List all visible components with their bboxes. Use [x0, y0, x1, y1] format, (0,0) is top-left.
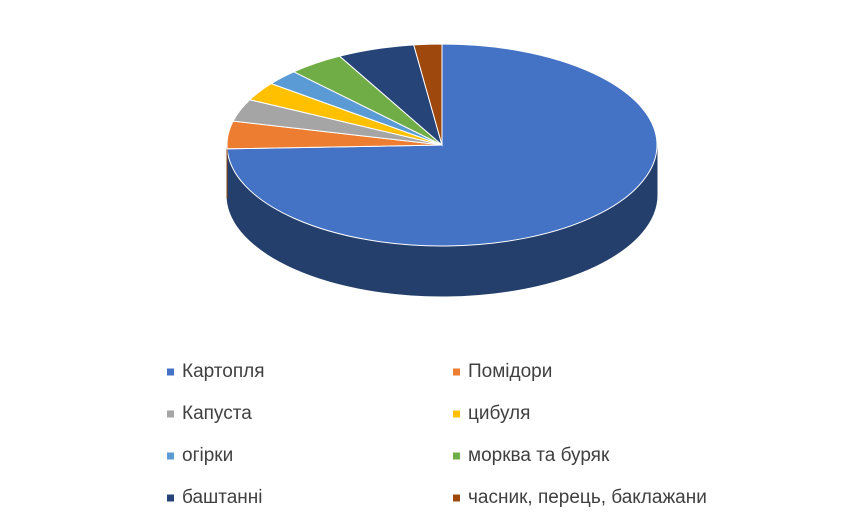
legend-label: Капуста [182, 403, 252, 424]
legend-marker [453, 452, 460, 460]
legend-label: цибуля [468, 403, 530, 424]
legend-marker [167, 368, 174, 376]
legend-marker [167, 494, 174, 502]
legend-marker [453, 368, 460, 376]
legend-label: Картопля [182, 361, 265, 382]
legend-marker [167, 452, 174, 460]
legend-label: Помідори [468, 361, 552, 382]
pie-slice [413, 43, 443, 146]
legend-label: баштанні [182, 487, 263, 508]
pie-top [413, 43, 443, 146]
legend-label: морква та буряк [468, 445, 610, 466]
legend-marker [453, 410, 460, 418]
legend-label: огірки [182, 445, 233, 466]
legend-marker [453, 494, 460, 502]
legend-label: часник, перець, баклажани [468, 487, 707, 508]
legend-marker [167, 410, 174, 418]
